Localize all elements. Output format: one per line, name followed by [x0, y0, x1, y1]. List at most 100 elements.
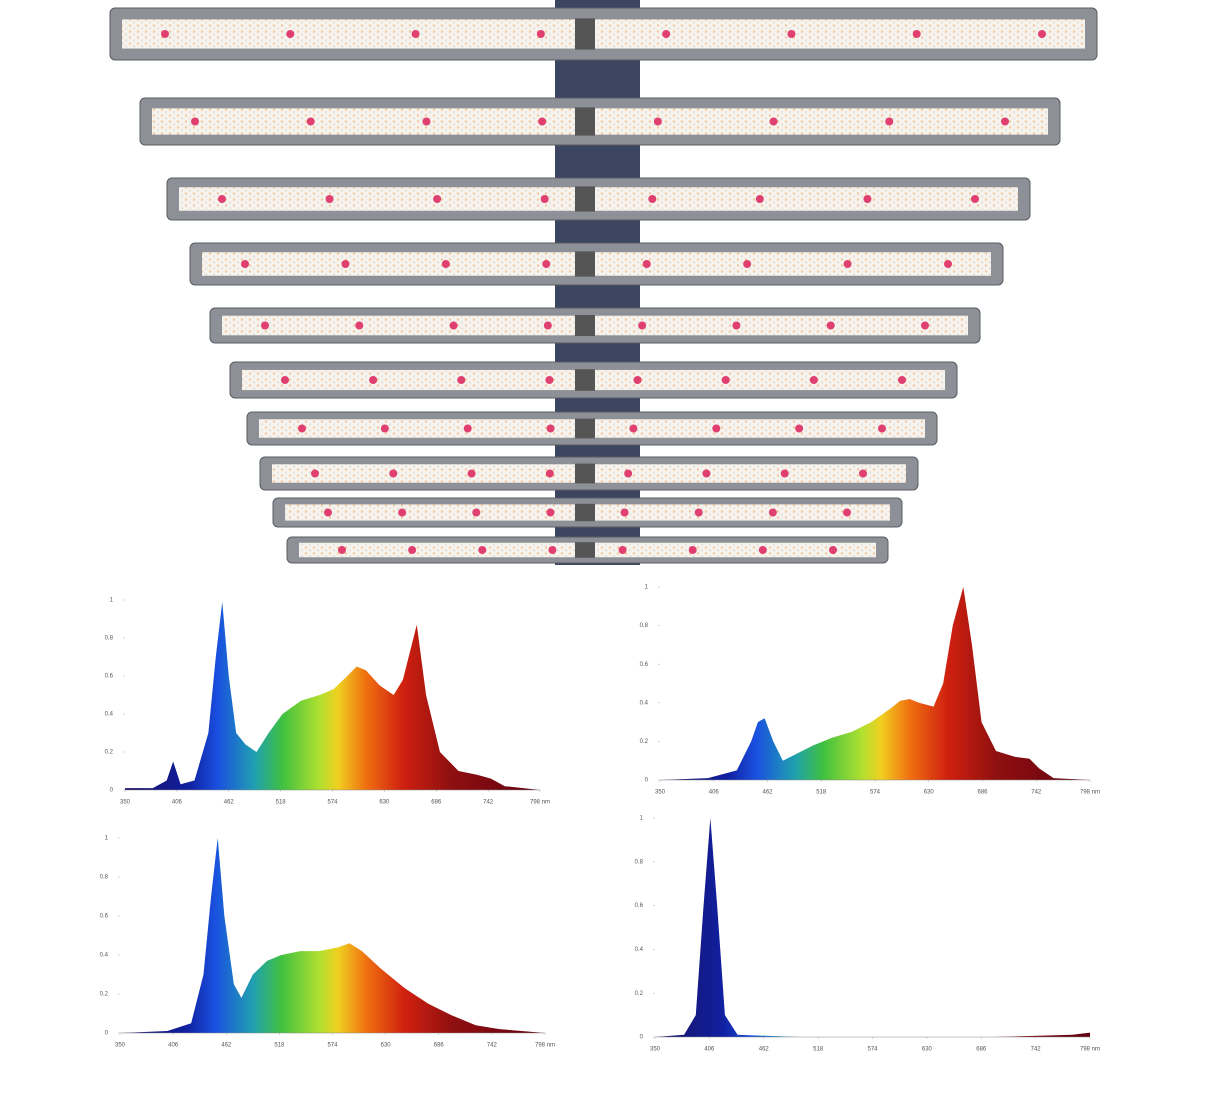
red-led	[472, 508, 481, 517]
x-tick-label: 630	[924, 790, 935, 796]
red-led	[971, 195, 979, 203]
spectrum-chart: 0 0.2 0.4 0.6 0.8 1 350 406 462 518 574 630 686 742 79…	[635, 816, 1100, 1053]
y-tick-label: 0.8	[105, 636, 114, 642]
red-led	[325, 195, 334, 203]
red-led	[787, 30, 796, 38]
x-tick-label: 686	[976, 1047, 987, 1053]
y-tick-label: 0.6	[635, 903, 644, 909]
red-led	[1001, 117, 1009, 126]
spectrum-charts: 0 0.2 0.4 0.6 0.8 1 350 406 462 518 574 630 686 742 79…	[100, 585, 1100, 1053]
red-led	[398, 508, 407, 517]
red-led	[859, 469, 867, 478]
red-led	[545, 469, 554, 478]
red-led	[624, 469, 633, 478]
x-tick-label: 574	[327, 800, 338, 806]
y-tick-label: 0.8	[640, 623, 649, 629]
red-led	[712, 424, 721, 433]
x-tick-label: 798 nm	[1080, 1047, 1100, 1053]
x-tick-label: 742	[483, 800, 494, 806]
y-tick-label: 0	[645, 778, 649, 784]
x-tick-label: 686	[434, 1043, 445, 1049]
driver-box	[575, 503, 595, 522]
red-led	[648, 195, 657, 203]
red-led	[338, 546, 346, 554]
x-tick-label: 574	[870, 790, 881, 796]
y-tick-label: 0.4	[105, 712, 114, 718]
red-led	[688, 546, 697, 554]
x-tick-label: 406	[168, 1043, 179, 1049]
red-led	[311, 469, 319, 478]
red-led	[662, 30, 671, 38]
red-led	[467, 469, 476, 478]
y-tick-label: 0	[640, 1035, 644, 1041]
x-tick-label: 630	[922, 1047, 933, 1053]
red-led	[829, 546, 837, 554]
red-led	[620, 508, 629, 517]
red-led	[642, 260, 651, 268]
x-tick-label: 742	[1031, 1047, 1042, 1053]
driver-box	[575, 418, 595, 439]
red-led	[633, 376, 642, 384]
driver-box	[575, 251, 595, 277]
red-led	[389, 469, 398, 478]
x-tick-label: 630	[379, 800, 390, 806]
red-led	[885, 117, 894, 126]
y-tick-label: 1	[105, 836, 109, 842]
x-tick-label: 742	[1031, 790, 1042, 796]
y-tick-label: 0	[105, 1031, 109, 1037]
red-led	[768, 508, 777, 517]
red-led	[826, 321, 835, 330]
spectrum-area	[655, 818, 1090, 1037]
led-panel	[202, 252, 991, 276]
x-tick-label: 350	[655, 790, 666, 796]
red-led	[1038, 30, 1046, 38]
red-led	[441, 260, 450, 268]
red-led	[702, 469, 711, 478]
red-led	[546, 424, 555, 433]
x-tick-label: 406	[709, 790, 720, 796]
red-led	[408, 546, 417, 554]
x-tick-label: 462	[224, 800, 235, 806]
y-tick-label: 1	[645, 585, 649, 591]
red-led	[191, 117, 199, 126]
red-led	[433, 195, 442, 203]
driver-box	[575, 107, 595, 136]
spectrum-area	[120, 838, 545, 1033]
y-tick-label: 0.4	[635, 947, 644, 953]
x-tick-label: 518	[276, 800, 287, 806]
red-led	[721, 376, 730, 384]
x-tick-label: 798 nm	[530, 800, 550, 806]
x-tick-label: 462	[221, 1043, 232, 1049]
red-led	[809, 376, 818, 384]
x-tick-label: 574	[867, 1047, 878, 1053]
x-tick-label: 350	[120, 800, 131, 806]
red-led	[281, 376, 289, 384]
red-led	[545, 376, 554, 384]
x-tick-label: 630	[381, 1043, 392, 1049]
led-panel	[122, 19, 1085, 49]
red-led	[912, 30, 921, 38]
y-tick-label: 0.6	[100, 914, 109, 920]
red-led	[218, 195, 226, 203]
y-tick-label: 0.4	[100, 953, 109, 959]
x-tick-label: 518	[816, 790, 827, 796]
y-tick-label: 0	[110, 788, 114, 794]
x-tick-label: 686	[977, 790, 988, 796]
x-tick-label: 574	[327, 1043, 338, 1049]
red-led	[629, 424, 638, 433]
red-led	[411, 30, 420, 38]
red-led	[463, 424, 472, 433]
x-tick-label: 686	[431, 800, 442, 806]
x-tick-label: 518	[274, 1043, 285, 1049]
red-led	[286, 30, 295, 38]
y-tick-label: 0.2	[640, 739, 649, 745]
red-led	[795, 424, 804, 433]
x-tick-label: 462	[759, 1047, 770, 1053]
driver-box	[575, 186, 595, 212]
led-panel	[152, 108, 1048, 135]
red-led	[548, 546, 557, 554]
red-led	[298, 424, 306, 433]
red-led	[843, 260, 852, 268]
red-led	[878, 424, 886, 433]
